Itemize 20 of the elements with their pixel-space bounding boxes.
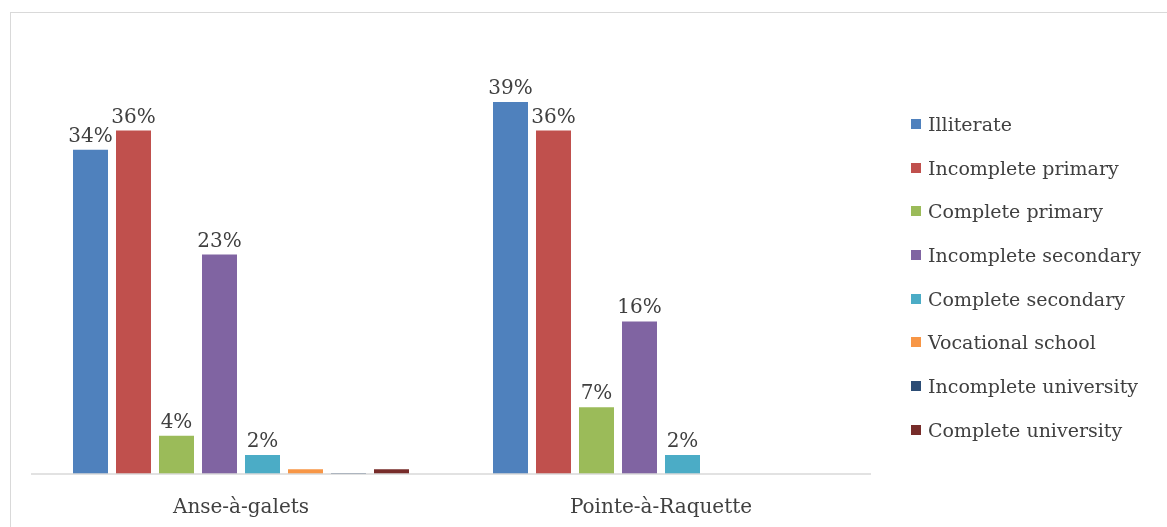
data-label: 36% — [111, 103, 156, 128]
legend-label: Vocational school — [928, 331, 1096, 354]
data-label: 4% — [160, 408, 193, 433]
legend-label: Illiterate — [928, 112, 1012, 135]
legend-label: Incomplete primary — [928, 156, 1119, 179]
legend-label: Incomplete university — [928, 374, 1139, 397]
legend-label: Incomplete secondary — [928, 243, 1141, 266]
legend-label: Complete secondary — [928, 287, 1126, 310]
x-tick-label: Anse-à-galets — [171, 494, 310, 519]
data-label: 2% — [666, 427, 699, 452]
x-tick-label: Pointe-à-Raquette — [569, 494, 753, 519]
data-label: 39% — [488, 75, 533, 99]
data-label: 34% — [68, 122, 113, 147]
data-label: 7% — [580, 380, 613, 405]
data-label: 16% — [617, 294, 662, 319]
legend-label: Complete primary — [928, 200, 1103, 223]
legend-label: Complete university — [928, 418, 1123, 441]
data-label: 2% — [246, 427, 279, 452]
data-label: 23% — [197, 227, 242, 252]
data-label: 36% — [531, 103, 576, 128]
